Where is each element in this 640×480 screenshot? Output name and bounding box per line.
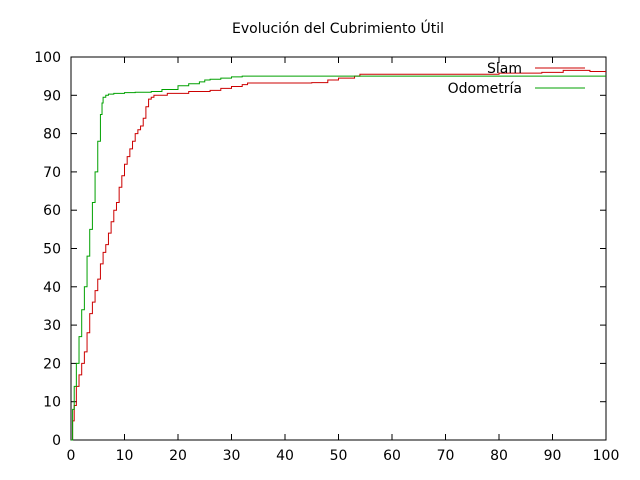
x-tick-label: 50 [330, 448, 348, 464]
y-tick-label: 30 [43, 318, 61, 334]
y-tick-label: 60 [43, 203, 61, 219]
y-tick-label: 0 [52, 433, 61, 449]
y-tick-label: 20 [43, 356, 61, 372]
plot-area [71, 69, 606, 441]
x-tick-label: 90 [544, 448, 562, 464]
x-tick-label: 40 [276, 448, 294, 464]
plot-frame [70, 56, 607, 441]
axes: 0 10 20 30 40 50 60 70 80 90 100 0 10 20 30 40 50 60 70 80 9… [34, 50, 619, 464]
x-tick-label: 60 [383, 448, 401, 464]
y-tick-label: 80 [43, 127, 61, 143]
x-tick-label: 30 [223, 448, 241, 464]
y-tick-label: 100 [34, 50, 61, 66]
y-tick-label: 10 [43, 395, 61, 411]
y-tick-label: 70 [43, 165, 61, 181]
legend-label: Odometría [448, 81, 522, 97]
y-tick-label: 90 [43, 88, 61, 104]
legend: Slam Odometría [448, 61, 585, 97]
x-tick-label: 100 [593, 448, 620, 464]
x-tick-label: 80 [490, 448, 508, 464]
y-tick-label: 40 [43, 280, 61, 296]
x-tick-label: 70 [437, 448, 455, 464]
x-tick-label: 0 [67, 448, 76, 464]
series-line-0 [71, 69, 606, 441]
y-tick-label: 50 [43, 242, 61, 258]
chart-title: Evolución del Cubrimiento Útil [232, 19, 444, 37]
x-tick-label: 20 [169, 448, 187, 464]
x-tick-label: 10 [116, 448, 134, 464]
legend-label: Slam [487, 61, 522, 77]
series-line-1 [71, 75, 606, 441]
